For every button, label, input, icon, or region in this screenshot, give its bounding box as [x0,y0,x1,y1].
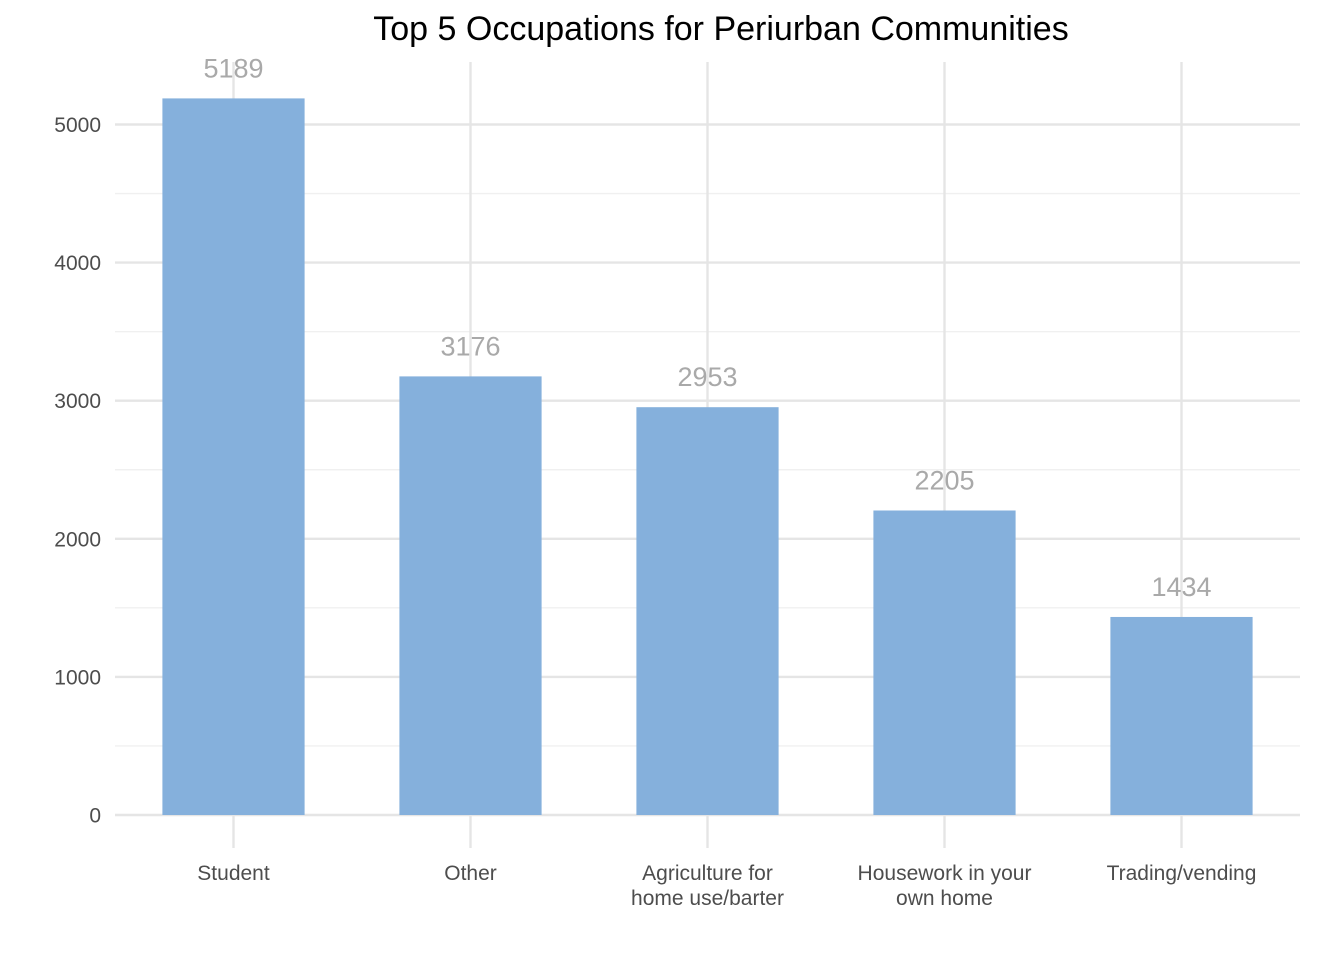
y-tick-label: 5000 [54,114,101,137]
y-tick-label: 2000 [54,528,101,551]
y-tick-label: 4000 [54,252,101,275]
y-tick-label: 3000 [54,390,101,413]
x-tick-label: Student [197,862,270,885]
data-label: 2953 [677,362,737,392]
x-tick-label: Agriculture for home use/barter [631,862,784,910]
bar [399,376,542,815]
bar [1110,616,1253,815]
data-label: 1434 [1151,572,1211,602]
data-label: 3176 [440,331,500,361]
chart-title: Top 5 Occupations for Periurban Communit… [373,10,1068,48]
data-label: 5189 [203,53,263,83]
y-axis: 0 1000 2000 3000 4000 5000 [54,114,101,828]
bars [162,98,1253,815]
x-axis: Student Other Agriculture for home use/bart… [197,862,1256,910]
x-tick-label: Other [444,862,497,885]
y-tick-label: 1000 [54,666,101,689]
bar [162,98,305,815]
data-label: 2205 [914,465,974,495]
x-tick-label: Trading/vending [1107,862,1257,885]
data-labels: 5189 3176 2953 2205 1434 [203,53,1211,602]
x-tick-label: Housework in your own home [858,862,1032,910]
y-tick-label: 0 [89,805,101,828]
bar [636,407,779,815]
bar [873,510,1016,815]
